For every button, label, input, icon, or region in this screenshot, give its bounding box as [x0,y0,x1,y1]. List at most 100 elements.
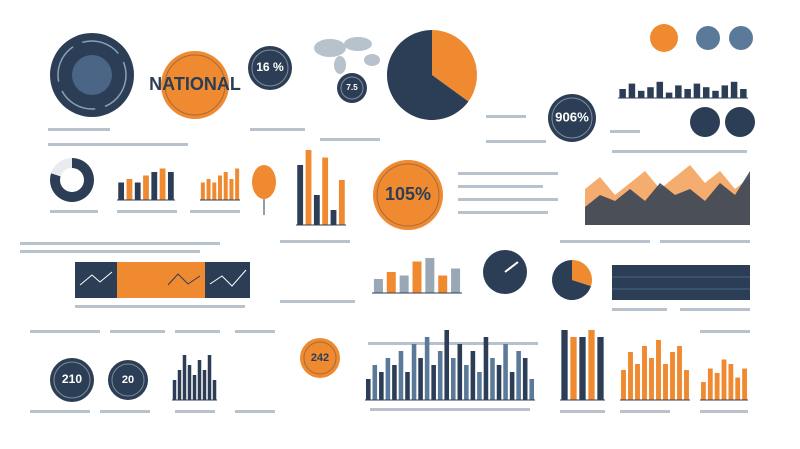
bar [126,179,133,200]
badge-circle [248,46,292,90]
bar [735,377,741,400]
badge-label: 16 % [256,60,284,74]
bar [182,355,187,400]
bar [223,172,228,200]
bar [322,157,329,225]
bar [438,275,448,293]
text-line [48,128,110,131]
bar [496,365,502,400]
badge-label: 7.5 [346,83,358,92]
bar [437,351,443,400]
text-line [458,198,558,201]
text-line [175,330,220,333]
badge-ring [340,76,364,100]
bar [386,272,396,293]
bar [503,344,508,400]
bar [649,358,654,400]
badge-circle [337,73,367,103]
text-line [100,410,150,413]
donut-hole [60,168,84,192]
bar [516,351,521,400]
bar [431,365,436,400]
bar [635,364,640,400]
bar [392,365,397,400]
bar [412,261,422,293]
bar [411,344,417,400]
text-line [30,330,100,333]
globe-dial [50,33,134,117]
bar [172,380,177,400]
pie-slice [432,30,478,102]
text-line [280,300,355,303]
bar [313,195,320,225]
bar [373,279,383,293]
bar [159,168,166,200]
bar [721,85,729,98]
text-line [30,410,90,413]
text-line [610,130,640,133]
bar [707,368,713,400]
text-line [680,308,750,311]
bar [579,337,586,400]
bar [714,373,720,400]
bar [637,90,645,98]
bar [464,365,469,400]
text-line [235,410,275,413]
bar [444,330,450,400]
text-line [175,410,215,413]
text-line [612,150,747,153]
text-lines [20,115,750,413]
badge-label: 242 [311,352,329,364]
bar [721,359,727,400]
bar [206,179,211,200]
data-table [612,265,750,300]
bar [675,85,682,98]
badge-ring [164,54,226,116]
bar [693,83,701,98]
text-line [117,210,177,213]
bar [167,172,174,200]
bar [379,372,384,400]
bar [588,330,595,400]
bar [561,330,568,400]
bar [457,344,463,400]
badge-circle [161,51,229,119]
balloon [252,165,276,215]
pie-slice [572,260,592,287]
bar [330,210,337,225]
bar [202,370,207,400]
bar [450,358,456,400]
bar [522,358,528,400]
bar [730,81,738,98]
badge-label: 105% [385,184,431,204]
bar [656,340,661,400]
bar [628,83,636,98]
bar [728,364,734,400]
text-line [320,138,380,141]
bar [305,150,312,225]
bar [740,89,747,98]
bar [642,346,647,400]
badge-circle [50,358,94,402]
badge-label: 20 [122,374,134,386]
badge-circle [108,360,148,400]
bar [670,352,675,400]
text-line [560,410,605,413]
text-line [370,408,530,411]
text-line [190,210,240,213]
badge-ring [53,361,91,399]
bar [712,90,719,98]
bar [372,365,378,400]
bar [742,368,747,400]
world-map [314,37,380,74]
bar [628,352,633,400]
bar [665,92,673,98]
bar [297,165,304,225]
badge-label: 210 [62,372,82,386]
badge-circle [548,94,596,142]
bar [399,275,409,293]
bar [621,370,626,400]
text-line [560,240,650,243]
bar [212,182,217,200]
